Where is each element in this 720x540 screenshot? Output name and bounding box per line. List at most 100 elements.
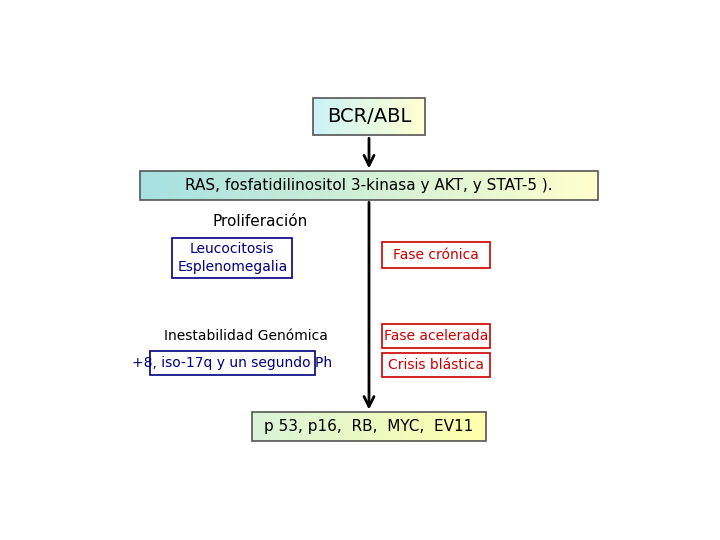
FancyBboxPatch shape xyxy=(330,98,333,136)
FancyBboxPatch shape xyxy=(392,413,396,441)
FancyBboxPatch shape xyxy=(460,413,463,441)
FancyBboxPatch shape xyxy=(252,413,256,441)
FancyBboxPatch shape xyxy=(483,413,487,441)
FancyBboxPatch shape xyxy=(258,413,261,441)
FancyBboxPatch shape xyxy=(408,98,410,136)
FancyBboxPatch shape xyxy=(428,413,431,441)
Text: Inestabilidad Genómica: Inestabilidad Genómica xyxy=(164,329,328,343)
FancyBboxPatch shape xyxy=(456,171,461,199)
FancyBboxPatch shape xyxy=(310,171,315,199)
FancyBboxPatch shape xyxy=(213,171,219,199)
FancyBboxPatch shape xyxy=(378,171,383,199)
FancyBboxPatch shape xyxy=(566,171,571,199)
Text: Crisis blástica: Crisis blástica xyxy=(388,357,484,372)
FancyBboxPatch shape xyxy=(402,98,405,136)
Text: +8, iso-17q y un segundo Ph: +8, iso-17q y un segundo Ph xyxy=(132,356,333,370)
FancyBboxPatch shape xyxy=(410,98,413,136)
FancyBboxPatch shape xyxy=(472,413,475,441)
FancyBboxPatch shape xyxy=(561,171,567,199)
FancyBboxPatch shape xyxy=(356,98,359,136)
FancyBboxPatch shape xyxy=(410,171,415,199)
FancyBboxPatch shape xyxy=(191,171,196,199)
FancyBboxPatch shape xyxy=(492,171,498,199)
FancyBboxPatch shape xyxy=(346,171,351,199)
FancyBboxPatch shape xyxy=(163,171,168,199)
FancyBboxPatch shape xyxy=(241,171,246,199)
FancyBboxPatch shape xyxy=(457,413,460,441)
FancyBboxPatch shape xyxy=(250,171,255,199)
FancyBboxPatch shape xyxy=(386,98,388,136)
FancyBboxPatch shape xyxy=(324,98,327,136)
FancyBboxPatch shape xyxy=(390,98,392,136)
FancyBboxPatch shape xyxy=(377,98,379,136)
FancyBboxPatch shape xyxy=(181,171,186,199)
FancyBboxPatch shape xyxy=(469,171,474,199)
FancyBboxPatch shape xyxy=(334,413,338,441)
FancyBboxPatch shape xyxy=(299,413,302,441)
FancyBboxPatch shape xyxy=(419,171,425,199)
FancyBboxPatch shape xyxy=(269,171,274,199)
FancyBboxPatch shape xyxy=(390,413,393,441)
FancyBboxPatch shape xyxy=(302,413,305,441)
FancyBboxPatch shape xyxy=(423,98,426,136)
FancyBboxPatch shape xyxy=(488,171,493,199)
FancyBboxPatch shape xyxy=(584,171,589,199)
FancyBboxPatch shape xyxy=(439,413,443,441)
FancyBboxPatch shape xyxy=(570,171,575,199)
FancyBboxPatch shape xyxy=(480,413,484,441)
FancyBboxPatch shape xyxy=(469,413,472,441)
FancyBboxPatch shape xyxy=(316,413,320,441)
FancyBboxPatch shape xyxy=(140,171,145,199)
FancyBboxPatch shape xyxy=(281,413,284,441)
FancyBboxPatch shape xyxy=(433,171,438,199)
FancyBboxPatch shape xyxy=(405,171,410,199)
FancyBboxPatch shape xyxy=(392,171,397,199)
FancyBboxPatch shape xyxy=(369,413,372,441)
FancyBboxPatch shape xyxy=(371,98,373,136)
FancyBboxPatch shape xyxy=(278,413,282,441)
FancyBboxPatch shape xyxy=(269,413,273,441)
FancyBboxPatch shape xyxy=(218,171,223,199)
FancyBboxPatch shape xyxy=(341,171,347,199)
FancyBboxPatch shape xyxy=(502,171,507,199)
FancyBboxPatch shape xyxy=(360,171,365,199)
FancyBboxPatch shape xyxy=(259,171,264,199)
FancyBboxPatch shape xyxy=(497,171,503,199)
FancyBboxPatch shape xyxy=(227,171,233,199)
FancyBboxPatch shape xyxy=(287,413,290,441)
FancyBboxPatch shape xyxy=(351,171,356,199)
FancyBboxPatch shape xyxy=(341,98,343,136)
FancyBboxPatch shape xyxy=(557,171,562,199)
FancyBboxPatch shape xyxy=(511,171,516,199)
FancyBboxPatch shape xyxy=(474,413,478,441)
FancyBboxPatch shape xyxy=(255,413,258,441)
FancyBboxPatch shape xyxy=(284,413,287,441)
FancyBboxPatch shape xyxy=(364,171,369,199)
FancyBboxPatch shape xyxy=(361,98,364,136)
FancyBboxPatch shape xyxy=(273,171,278,199)
FancyBboxPatch shape xyxy=(372,413,375,441)
FancyBboxPatch shape xyxy=(145,171,150,199)
FancyBboxPatch shape xyxy=(354,413,358,441)
FancyBboxPatch shape xyxy=(463,413,467,441)
FancyBboxPatch shape xyxy=(381,413,384,441)
FancyBboxPatch shape xyxy=(539,171,544,199)
FancyBboxPatch shape xyxy=(333,98,336,136)
Text: Proliferación: Proliferación xyxy=(212,214,308,230)
FancyBboxPatch shape xyxy=(418,98,420,136)
FancyBboxPatch shape xyxy=(149,171,155,199)
FancyBboxPatch shape xyxy=(392,98,394,136)
FancyBboxPatch shape xyxy=(534,171,539,199)
FancyBboxPatch shape xyxy=(431,413,434,441)
FancyBboxPatch shape xyxy=(367,98,369,136)
FancyBboxPatch shape xyxy=(383,171,388,199)
FancyBboxPatch shape xyxy=(322,413,325,441)
FancyBboxPatch shape xyxy=(355,171,361,199)
FancyBboxPatch shape xyxy=(331,413,334,441)
FancyBboxPatch shape xyxy=(378,98,381,136)
FancyBboxPatch shape xyxy=(266,413,270,441)
FancyBboxPatch shape xyxy=(222,171,228,199)
FancyBboxPatch shape xyxy=(337,413,341,441)
FancyBboxPatch shape xyxy=(382,353,490,377)
FancyBboxPatch shape xyxy=(290,413,293,441)
